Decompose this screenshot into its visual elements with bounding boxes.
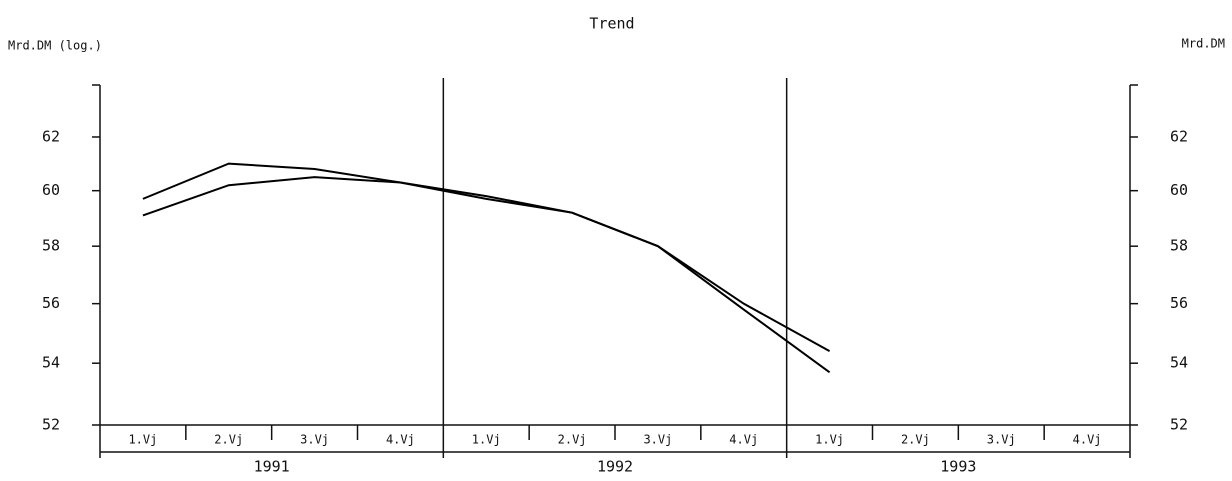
y2-tick-label: 56 xyxy=(1170,294,1188,312)
y-axis-label: Mrd.DM (log.) xyxy=(8,39,102,53)
y-tick-label: 56 xyxy=(42,294,60,312)
x-group-label: 1993 xyxy=(940,458,976,476)
x-tick-label: 3.Vj xyxy=(643,433,672,447)
x-tick-label: 3.Vj xyxy=(987,433,1016,447)
y2-tick-label: 58 xyxy=(1170,237,1188,255)
chart-title: Trend xyxy=(589,15,634,33)
y2-axis-label: Mrd.DM xyxy=(1182,37,1225,51)
x-group-label: 1991 xyxy=(254,458,290,476)
series-line xyxy=(142,176,831,374)
x-tick-label: 2.Vj xyxy=(901,433,930,447)
x-group-label: 1992 xyxy=(597,458,633,476)
y2-tick-label: 60 xyxy=(1170,181,1188,199)
y-tick-label: 52 xyxy=(42,416,60,434)
x-tick-label: 4.Vj xyxy=(1073,433,1102,447)
y-tick-label: 58 xyxy=(42,237,60,255)
y2-tick-label: 62 xyxy=(1170,127,1188,145)
series-line xyxy=(142,162,831,352)
x-tick-label: 4.Vj xyxy=(729,433,758,447)
x-tick-label: 1.Vj xyxy=(472,433,501,447)
y2-tick-label: 52 xyxy=(1170,416,1188,434)
y2-tick-label: 54 xyxy=(1170,354,1188,372)
x-tick-label: 4.Vj xyxy=(386,433,415,447)
y-tick-label: 62 xyxy=(42,127,60,145)
y-tick-label: 54 xyxy=(42,354,60,372)
x-tick-label: 1.Vj xyxy=(815,433,844,447)
x-tick-label: 2.Vj xyxy=(214,433,243,447)
x-tick-label: 1.Vj xyxy=(128,433,157,447)
x-tick-label: 2.Vj xyxy=(558,433,587,447)
x-tick-label: 3.Vj xyxy=(300,433,329,447)
y-tick-label: 60 xyxy=(42,181,60,199)
